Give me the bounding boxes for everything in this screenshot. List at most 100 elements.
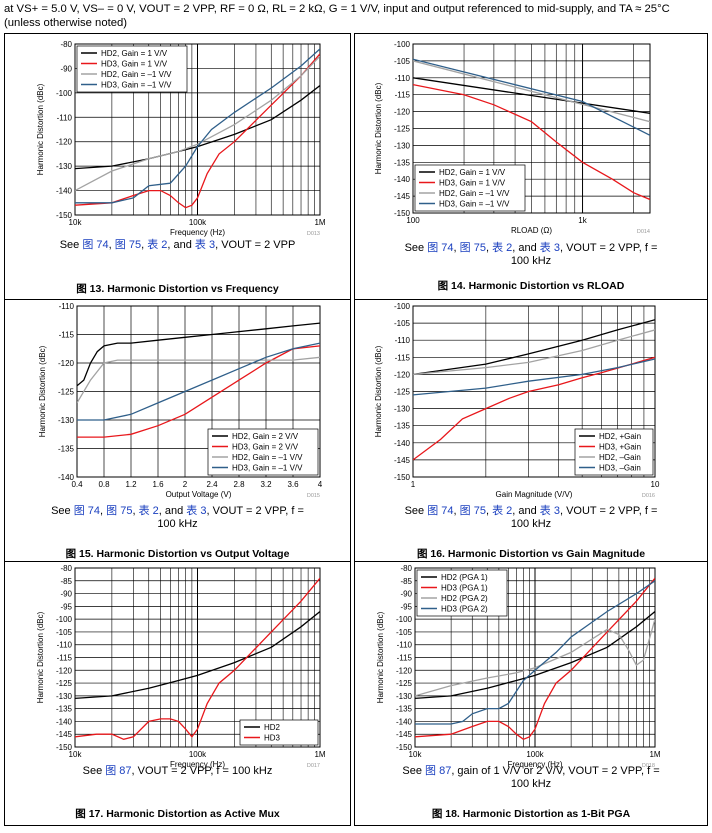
y-tick-label: -105 bbox=[394, 57, 411, 66]
y-tick-label: -100 bbox=[394, 40, 411, 49]
x-tick-label: 1 bbox=[411, 480, 416, 489]
legend-label: HD2 (PGA 2) bbox=[441, 594, 488, 603]
y-tick-label: -130 bbox=[58, 416, 75, 425]
series-line-3 bbox=[413, 358, 655, 396]
y-axis-label: Harmonic Distortion (dBc) bbox=[376, 611, 385, 703]
y-tick-label: -105 bbox=[394, 319, 411, 328]
series-line-0 bbox=[415, 610, 655, 700]
series-line-3 bbox=[413, 58, 650, 136]
y-tick-label: -120 bbox=[58, 359, 75, 368]
cross-reference-link[interactable]: 表 2 bbox=[147, 239, 168, 251]
x-tick-label: 100k bbox=[526, 750, 544, 759]
figure-16-panel: -100 -105 -110 -115 -120 -125 -130 -135 -140 -145… bbox=[354, 299, 708, 562]
y-tick-label: -125 bbox=[394, 125, 411, 134]
y-tick-label: -145 bbox=[394, 192, 411, 201]
x-tick-label: 10 bbox=[651, 480, 660, 489]
figure-title: 图 18. Harmonic Distortion as 1-Bit PGA bbox=[431, 808, 631, 820]
y-axis-label: Harmonic Distortion (dBc) bbox=[374, 82, 383, 174]
figure-15-panel: -110 -115 -120 -125 -130 -135 -140 0.4 0.8 1.2 1.6… bbox=[4, 299, 351, 562]
series-line-1 bbox=[413, 83, 650, 201]
y-tick-label: -125 bbox=[396, 679, 413, 688]
cross-reference-link[interactable]: 图 74 bbox=[82, 239, 109, 251]
y-tick-label: -100 bbox=[56, 89, 73, 98]
cross-reference-link[interactable]: 表 2 bbox=[492, 505, 513, 517]
cross-reference-link[interactable]: 图 75 bbox=[459, 242, 486, 254]
figure-title: 图 13. Harmonic Distortion vs Frequency bbox=[76, 283, 279, 295]
figure-caption: See 图 74, 图 75, 表 2, and 表 3, VOUT = 2 V… bbox=[59, 239, 296, 251]
y-tick-label: -90 bbox=[60, 64, 72, 73]
y-axis-label: Harmonic Distortion (dBc) bbox=[36, 611, 45, 703]
legend-label: HD3, Gain = 1 V/V bbox=[101, 60, 168, 69]
series-line-2 bbox=[415, 618, 655, 697]
cross-reference-link[interactable]: 图 74 bbox=[427, 505, 454, 517]
y-tick-label: -135 bbox=[394, 422, 411, 431]
x-axis-label: Frequency (Hz) bbox=[170, 760, 225, 769]
cross-reference-link[interactable]: 图 75 bbox=[459, 505, 486, 517]
series-line-0 bbox=[75, 610, 320, 700]
legend-label: HD2, Gain = 1 V/V bbox=[101, 49, 168, 58]
chart-18: -80 -85 -90 -95 -100 -105 -110 -115 -120 -125 -130… bbox=[376, 564, 661, 769]
figure-code: D013 bbox=[307, 231, 320, 237]
y-tick-label: -130 bbox=[56, 162, 73, 171]
y-tick-label: -105 bbox=[56, 628, 73, 637]
cross-reference-link[interactable]: 表 2 bbox=[492, 242, 513, 254]
cross-reference-link[interactable]: 表 3 bbox=[186, 505, 207, 517]
legend-label: HD2 (PGA 1) bbox=[441, 573, 488, 582]
x-tick-label: 4 bbox=[318, 480, 323, 489]
legend: HD2 (PGA 1) HD3 (PGA 1)HD2 (PGA 2) HD3 (PG… bbox=[416, 569, 508, 617]
y-axis-label: Harmonic Distortion (dBc) bbox=[374, 345, 383, 437]
cross-reference-link[interactable]: 表 3 bbox=[539, 505, 560, 517]
y-tick-label: -145 bbox=[396, 730, 413, 739]
y-tick-label: -150 bbox=[56, 743, 73, 752]
x-axis-label: Frequency (Hz) bbox=[507, 760, 562, 769]
y-tick-label: -140 bbox=[394, 175, 411, 184]
y-tick-label: -115 bbox=[395, 91, 411, 100]
series-line-1 bbox=[75, 577, 320, 740]
y-tick-label: -140 bbox=[58, 473, 75, 482]
legend-label: HD3, Gain = 1 V/V bbox=[439, 179, 506, 188]
y-tick-label: -130 bbox=[56, 692, 73, 701]
series-line-2 bbox=[75, 55, 320, 192]
figure-code: D015 bbox=[307, 493, 320, 499]
cross-reference-link[interactable]: 表 2 bbox=[138, 505, 159, 517]
y-tick-label: -105 bbox=[396, 628, 413, 637]
y-tick-label: -125 bbox=[394, 388, 411, 397]
series-line-0 bbox=[413, 77, 650, 114]
y-tick-label: -135 bbox=[396, 705, 413, 714]
x-tick-label: 2.8 bbox=[233, 480, 245, 489]
y-tick-label: -140 bbox=[56, 187, 73, 196]
y-tick-label: -95 bbox=[60, 602, 72, 611]
cross-reference-link[interactable]: 图 74 bbox=[73, 505, 101, 517]
series-line-1 bbox=[413, 356, 655, 461]
y-tick-label: -120 bbox=[56, 138, 73, 147]
cross-reference-link[interactable]: 表 3 bbox=[194, 239, 216, 251]
y-tick-label: -135 bbox=[394, 158, 411, 167]
series-line-1 bbox=[415, 577, 655, 741]
y-tick-label: -140 bbox=[56, 717, 73, 726]
legend-label: HD2, +Gain bbox=[599, 432, 641, 441]
x-tick-label: 1M bbox=[649, 750, 660, 759]
cross-reference-link[interactable]: 图 75 bbox=[106, 505, 133, 517]
cross-reference-link[interactable]: 表 3 bbox=[539, 242, 560, 254]
cross-reference-link[interactable]: 图 87 bbox=[105, 765, 132, 777]
series-line-0 bbox=[413, 319, 655, 376]
y-axis-label: Harmonic Distortion (dBc) bbox=[38, 345, 47, 437]
legend-label: HD3, +Gain bbox=[599, 443, 641, 452]
x-tick-label: 0.8 bbox=[98, 480, 110, 489]
y-tick-label: -140 bbox=[396, 717, 413, 726]
x-axis-label: RLOAD (Ω) bbox=[511, 226, 552, 235]
cross-reference-link[interactable]: 图 87 bbox=[425, 765, 452, 777]
figure-code: D018 bbox=[642, 763, 655, 769]
cross-reference-link[interactable]: 图 74 bbox=[427, 242, 454, 254]
y-tick-label: -125 bbox=[58, 388, 75, 397]
y-tick-label: -130 bbox=[394, 405, 411, 414]
x-tick-label: 1.6 bbox=[152, 480, 164, 489]
x-tick-label: 1M bbox=[314, 218, 325, 227]
cross-reference-link[interactable]: 图 75 bbox=[114, 239, 142, 251]
y-tick-label: -135 bbox=[58, 445, 75, 454]
